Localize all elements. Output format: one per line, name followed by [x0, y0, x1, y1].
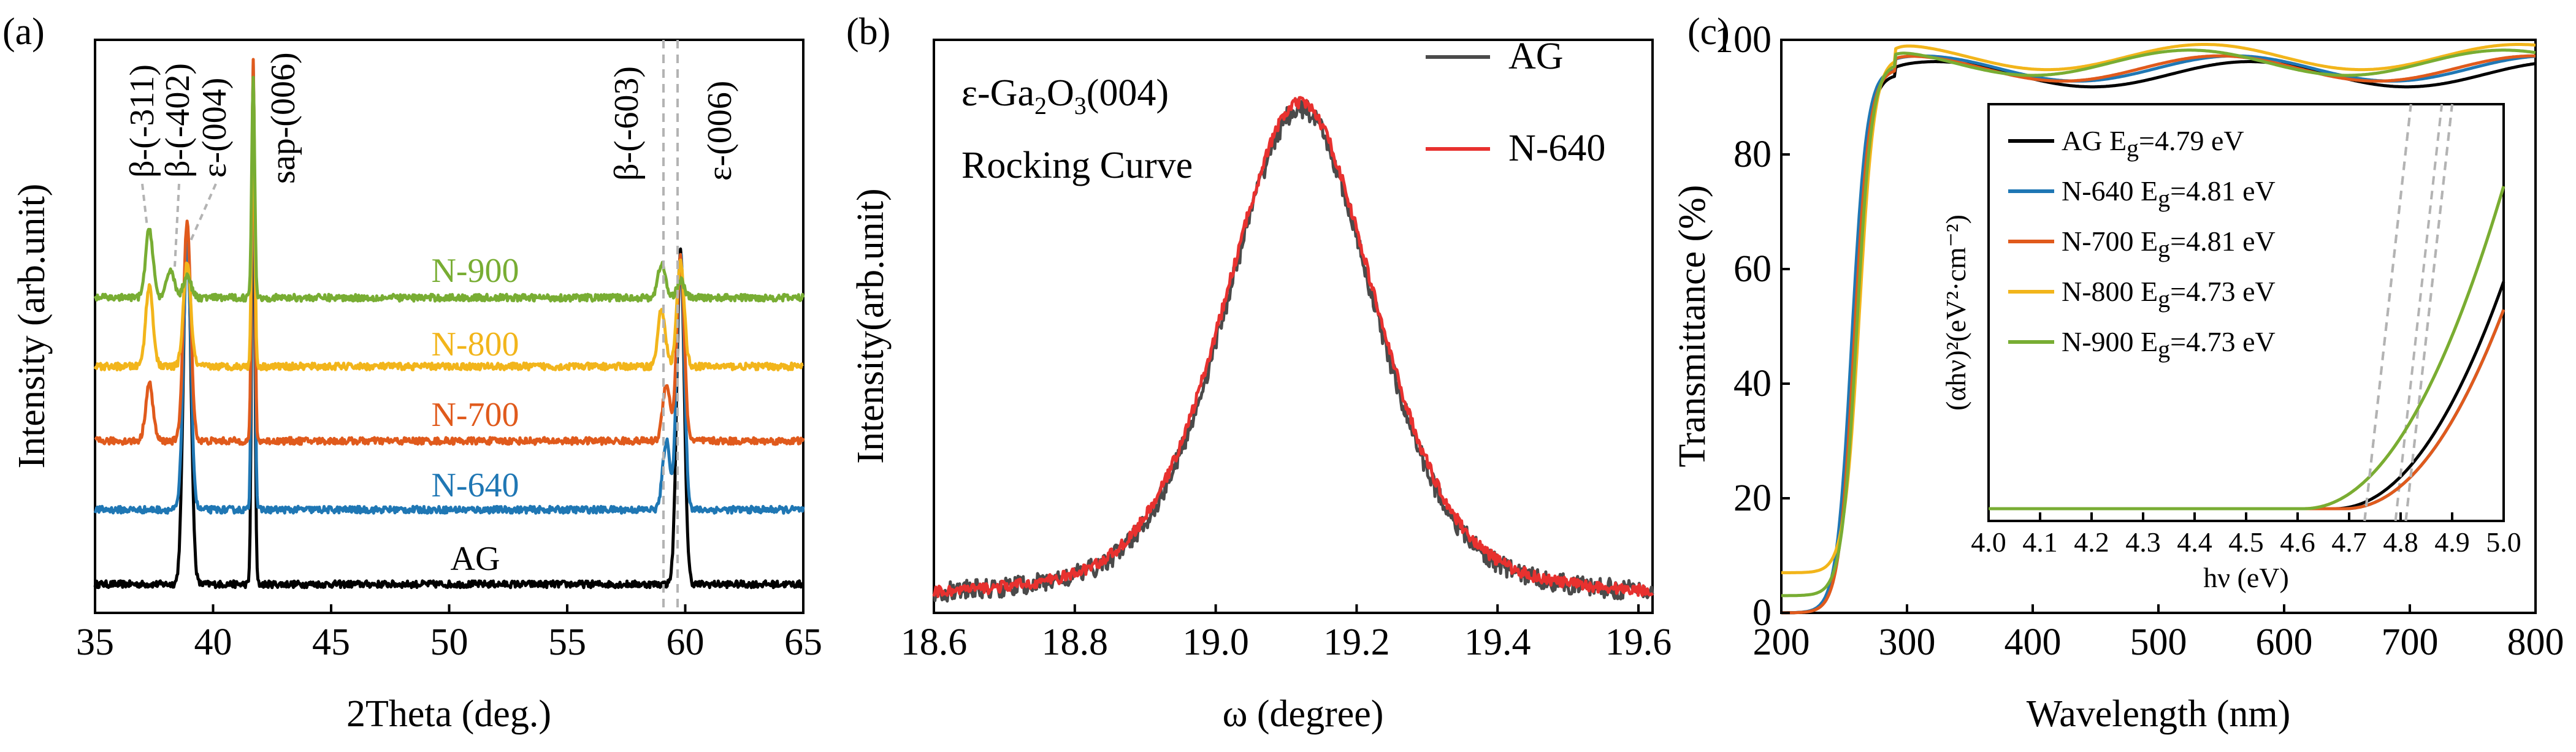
a-xtick-label: 65	[784, 621, 822, 663]
panel-a-ylabel: Intensity (arb.unit)	[11, 184, 53, 469]
label-n640: N-640	[431, 466, 519, 504]
panel-a-xlabel: 2Theta (deg.)	[346, 693, 551, 735]
anno-eps-004: ε-(004)	[196, 78, 234, 178]
panel-b-title-1: ε-Ga2O3(004)	[961, 72, 1169, 120]
anno-eps-006: ε-(006)	[701, 81, 739, 181]
b-xtick-label: 18.6	[901, 621, 968, 663]
a-xtick-label: 35	[76, 621, 114, 663]
c-xtick-label: 300	[1879, 621, 1936, 663]
inset-xtick-label: 4.5	[2228, 526, 2264, 558]
legend-b-ag: AG	[1508, 36, 1564, 77]
inset-fit-ag	[2394, 104, 2444, 522]
c-ytick-label: 80	[1733, 134, 1771, 175]
label-n700: N-700	[431, 396, 519, 434]
series-a-n-900	[93, 75, 805, 303]
c-xtick-label: 700	[2382, 621, 2439, 663]
inset-xtick-label: 4.3	[2125, 526, 2161, 558]
c-ytick-label: 100	[1714, 19, 1771, 61]
inset-fit-n-900	[2363, 104, 2412, 522]
c-ytick-label: 40	[1733, 363, 1771, 404]
anno-arrow-3	[189, 183, 217, 243]
inset-xtick-label: 4.2	[2074, 526, 2109, 558]
panel-c-xlabel: Wavelength (nm)	[2027, 693, 2291, 735]
inset-legend-label: N-700 Eg=4.81 eV	[2062, 226, 2276, 262]
series-c-ag	[1781, 60, 2536, 615]
c-xtick-label: 400	[2005, 621, 2062, 663]
inset-xtick-label: 4.6	[2280, 526, 2315, 558]
b-xtick-label: 19.0	[1182, 621, 1249, 663]
panel-a: (a) 35 40 45 50 55 60 65 2Theta (deg.) Intensi…	[2, 11, 822, 735]
panel-b-xlabel: ω (degree)	[1223, 693, 1384, 735]
c-ytick-label: 60	[1733, 248, 1771, 290]
inset: 4.0 4.1 4.2 4.3 4.4 4.5 4.6 4.7 4.8 4.9 5.0 hν (eV…	[1940, 103, 2521, 593]
c-xtick-label: 500	[2130, 621, 2187, 663]
inset-xtick-label: 4.4	[2177, 526, 2212, 558]
c-xtick-label: 800	[2507, 621, 2564, 663]
panel-c: (c) 200 300 400 500 600 700 800 0 20 40 60 80 100 W…	[1672, 11, 2564, 735]
panel-b-frame	[933, 39, 1654, 614]
series-c-n-700	[1781, 54, 2536, 615]
inset-legend-label: AG Eg=4.79 eV	[2062, 125, 2244, 162]
c-xtick-label: 200	[1753, 621, 1810, 663]
inset-legend-label: N-900 Eg=4.73 eV	[2062, 326, 2276, 363]
legend-b-n640: N-640	[1508, 127, 1605, 169]
series-a-n-800	[93, 80, 805, 372]
inset-xtick-label: 4.9	[2434, 526, 2470, 558]
anno-beta-603: β-(-603)	[608, 66, 646, 181]
anno-arrow-2	[174, 183, 180, 267]
series-a-n-700	[94, 58, 805, 446]
c-ytick-label: 20	[1733, 477, 1771, 519]
series-c-n-800	[1781, 43, 2536, 574]
label-ag: AG	[451, 540, 500, 578]
series-b-n-640	[932, 96, 1654, 598]
panel-c-ylabel: Transmittance (%)	[1672, 185, 1713, 468]
inset-ylabel: (αhν)²(eV²·cm⁻²)	[1940, 215, 1971, 411]
label-n800: N-800	[431, 325, 519, 363]
anno-arrow-1	[141, 183, 148, 227]
inset-xtick-label: 4.1	[2022, 526, 2058, 558]
a-xtick-label: 60	[667, 621, 705, 663]
inset-xtick-label: 5.0	[2486, 526, 2521, 558]
anno-beta-402: β-(-402)	[159, 63, 197, 178]
a-xtick-label: 45	[312, 621, 350, 663]
b-xtick-label: 19.6	[1605, 621, 1672, 663]
a-xtick-label: 40	[194, 621, 232, 663]
inset-legend-label: N-640 Eg=4.81 eV	[2062, 175, 2276, 212]
b-xtick-label: 19.2	[1323, 621, 1390, 663]
anno-beta-311: β-(-311)	[123, 64, 161, 178]
a-xtick-label: 50	[430, 621, 468, 663]
b-xtick-label: 18.8	[1042, 621, 1109, 663]
anno-sap-006: sap-(006)	[264, 52, 302, 184]
panel-c-label: (c)	[1687, 11, 1730, 53]
inset-series-n-900	[1989, 186, 2505, 511]
inset-xtick-label: 4.0	[1971, 526, 2006, 558]
panel-b-title-2: Rocking Curve	[961, 145, 1193, 186]
panel-b-label: (b)	[846, 11, 890, 53]
inset-fit-n-700	[2404, 104, 2453, 522]
panel-b-ylabel: Intensity(arb.unit)	[850, 188, 892, 463]
c-xtick-label: 600	[2256, 621, 2313, 663]
inset-xlabel: hν (eV)	[2203, 562, 2289, 593]
a-xtick-label: 55	[548, 621, 586, 663]
b-xtick-label: 19.4	[1464, 621, 1531, 663]
panel-a-label: (a)	[2, 11, 45, 53]
c-ytick-label: 0	[1752, 592, 1771, 634]
label-n900: N-900	[431, 252, 519, 290]
series-c-n-900	[1781, 48, 2536, 598]
inset-legend-label: N-800 Eg=4.73 eV	[2062, 276, 2276, 313]
panel-b: (b) 18.6 18.8 19.0 19.2 19.4 19.6 ω (degree) …	[846, 11, 1672, 735]
inset-xtick-label: 4.7	[2331, 526, 2367, 558]
inset-xtick-label: 4.8	[2383, 526, 2418, 558]
